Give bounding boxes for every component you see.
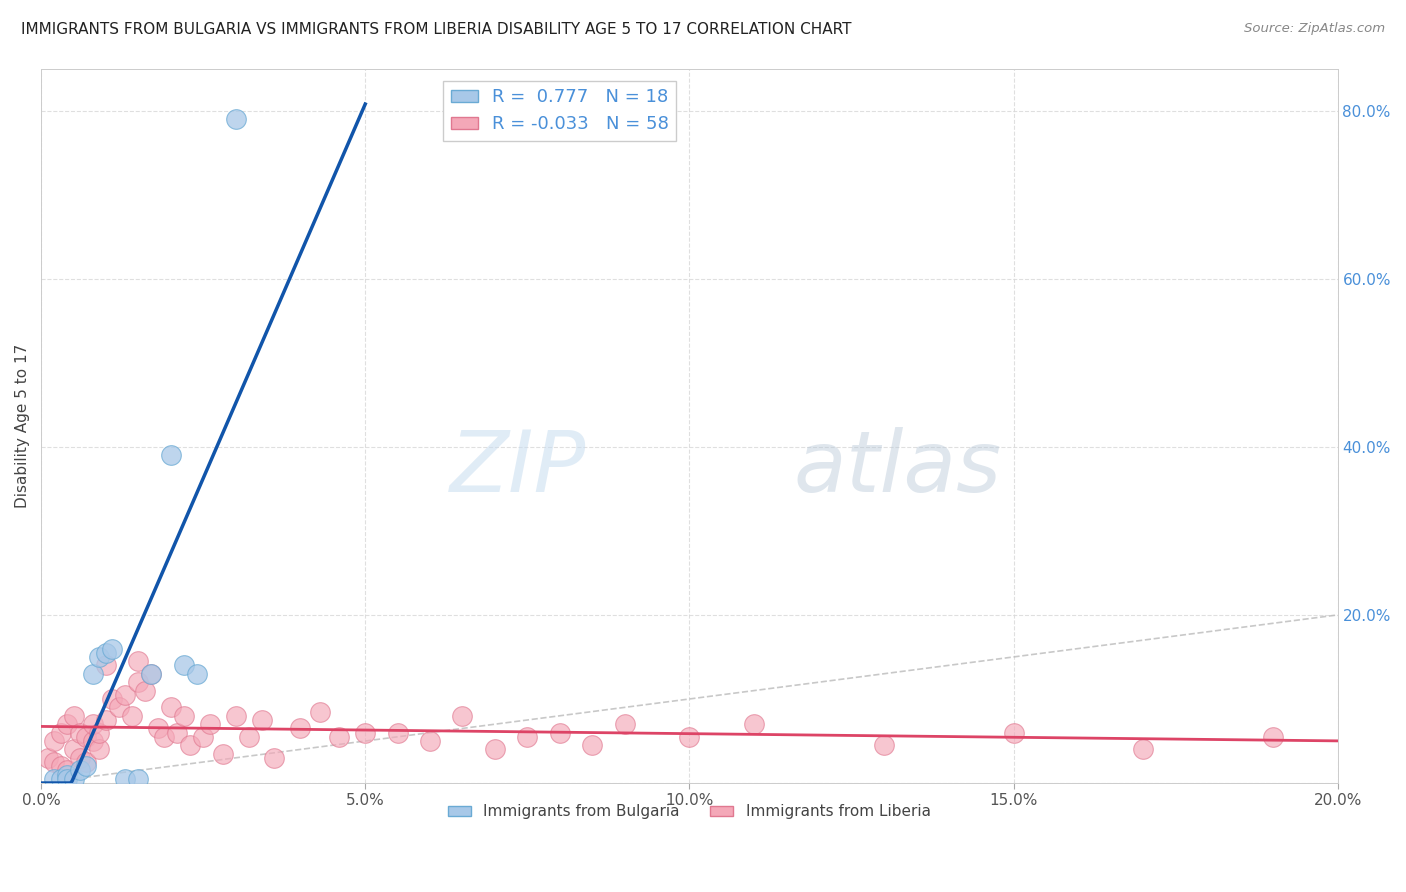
Point [179,738,201,752]
Point [37,751,59,765]
Point [127,675,149,690]
Point [56,772,79,786]
Point [581,738,603,752]
Point [82,666,104,681]
Point [127,654,149,668]
Point [387,725,409,739]
Point [141,666,163,681]
Point [193,730,215,744]
Point [484,742,506,756]
Point [250,713,273,727]
Point [873,738,896,752]
Point [42,734,65,748]
Point [82,734,104,748]
Point [186,666,208,681]
Point [76,759,98,773]
Point [516,730,538,744]
Point [153,730,176,744]
Point [94,658,117,673]
Point [94,646,117,660]
Point [308,705,330,719]
Point [419,734,441,748]
Point [69,764,91,778]
Point [101,641,124,656]
Point [328,730,350,744]
Point [94,713,117,727]
Point [101,692,124,706]
Point [159,448,181,462]
Point [49,725,72,739]
Legend: Immigrants from Bulgaria, Immigrants from Liberia: Immigrants from Bulgaria, Immigrants fro… [441,798,936,825]
Point [89,725,111,739]
Point [62,708,84,723]
Point [82,717,104,731]
Point [76,730,98,744]
Point [141,666,163,681]
Point [238,730,260,744]
Point [108,700,131,714]
Text: IMMIGRANTS FROM BULGARIA VS IMMIGRANTS FROM LIBERIA DISABILITY AGE 5 TO 17 CORRE: IMMIGRANTS FROM BULGARIA VS IMMIGRANTS F… [21,22,852,37]
Point [1132,742,1154,756]
Point [49,772,72,786]
Text: ZIP: ZIP [450,427,586,510]
Point [56,767,79,781]
Point [134,683,156,698]
Point [451,708,474,723]
Text: atlas: atlas [793,427,1001,510]
Point [225,708,247,723]
Text: Source: ZipAtlas.com: Source: ZipAtlas.com [1244,22,1385,36]
Point [173,658,195,673]
Point [1261,730,1284,744]
Point [127,772,149,786]
Point [742,717,765,731]
Point [198,717,221,731]
Point [114,688,136,702]
Point [225,112,247,126]
Point [89,649,111,664]
Point [173,708,195,723]
Point [548,725,571,739]
Point [49,759,72,773]
Y-axis label: Disability Age 5 to 17: Disability Age 5 to 17 [15,343,30,508]
Point [211,747,233,761]
Point [159,700,181,714]
Point [146,722,169,736]
Point [76,755,98,769]
Point [42,755,65,769]
Point [42,772,65,786]
Point [263,751,285,765]
Point [354,725,377,739]
Point [62,772,84,786]
Point [166,725,188,739]
Point [121,708,143,723]
Point [89,742,111,756]
Point [678,730,700,744]
Point [613,717,636,731]
Point [62,742,84,756]
Point [69,725,91,739]
Point [114,772,136,786]
Point [69,751,91,765]
Point [290,722,312,736]
Point [56,764,79,778]
Point [56,717,79,731]
Point [1002,725,1025,739]
